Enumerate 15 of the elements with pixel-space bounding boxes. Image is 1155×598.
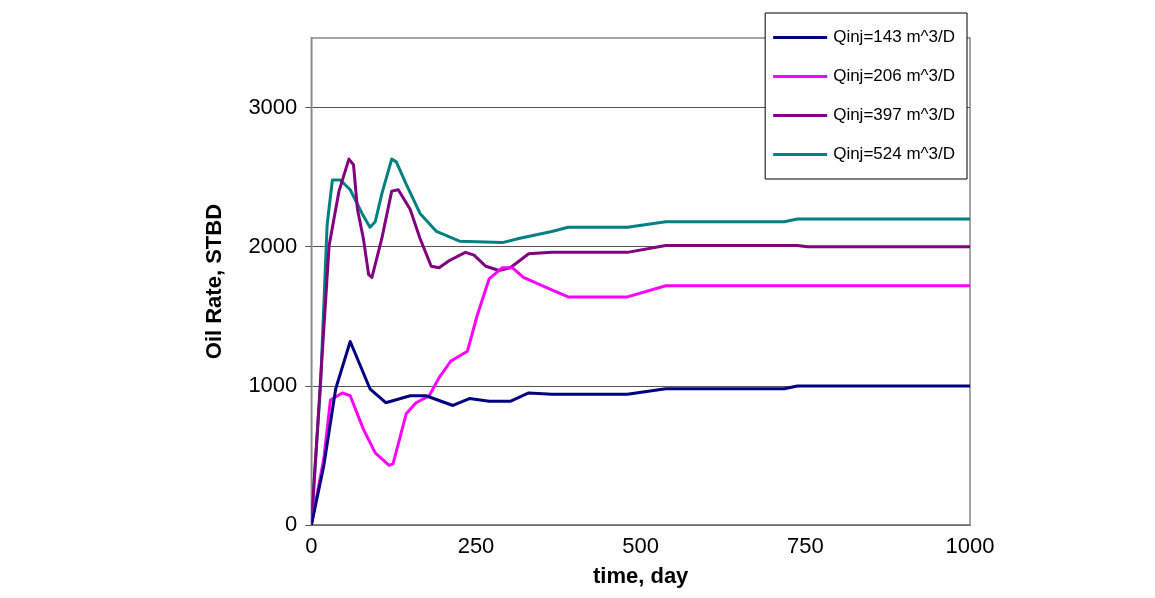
x-tick-label: 250: [457, 533, 495, 559]
legend-label: Qinj=143 m^3/D: [833, 27, 955, 47]
y-tick-label: 1000: [248, 372, 298, 398]
y-tick-label: 2000: [248, 232, 298, 258]
y-axis-title: Oil Rate, STBD: [201, 203, 227, 360]
legend-label: Qinj=524 m^3/D: [833, 144, 955, 164]
legend-label: Qinj=206 m^3/D: [833, 66, 955, 86]
y-tick-label: 0: [285, 511, 298, 537]
x-tick-label: 0: [305, 533, 318, 559]
x-tick-label: 500: [622, 533, 660, 559]
legend-label: Qinj=397 m^3/D: [833, 105, 955, 125]
y-tick-label: 3000: [248, 93, 298, 119]
x-tick-label: 1000: [945, 533, 995, 559]
x-tick-label: 750: [786, 533, 824, 559]
x-axis-title: time, day: [592, 562, 690, 588]
